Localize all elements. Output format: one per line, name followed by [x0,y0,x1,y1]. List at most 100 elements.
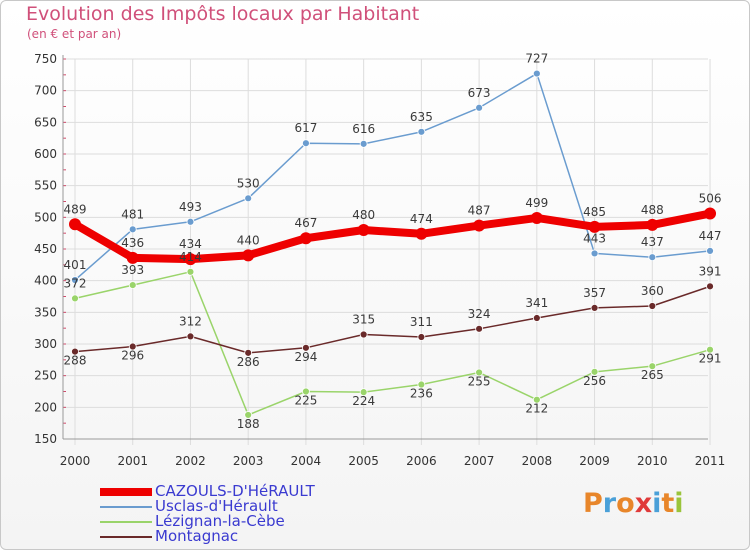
data-label: 489 [64,202,87,216]
x-tick-label: 2005 [348,454,379,468]
data-point [646,218,659,231]
chart-subtitle: (en € et par an) [27,27,122,41]
data-point [415,227,428,240]
y-tick-label: 400 [34,274,57,288]
y-tick-label: 450 [34,242,57,256]
data-point [706,345,714,354]
data-point [532,69,541,78]
x-tick-label: 2009 [579,454,610,468]
legend-swatch [100,488,152,496]
data-point [126,251,139,264]
data-label: 212 [525,402,548,416]
data-label: 493 [179,200,202,214]
data-point [69,218,81,231]
x-tick-label: 2000 [60,454,91,468]
data-point [475,324,484,333]
data-point [417,127,426,136]
data-label: 324 [468,307,491,321]
y-tick-label: 750 [34,52,57,66]
data-point [244,348,253,357]
data-point [359,139,368,148]
data-point [532,395,541,404]
data-label: 488 [641,203,664,217]
y-tick-label: 650 [34,115,57,129]
chart-title: Evolution des Impôts locaux par Habitant [26,3,420,25]
data-point [184,253,197,266]
x-tick-label: 2001 [117,454,148,468]
data-label: 616 [352,122,375,136]
data-point [357,224,370,236]
data-point [71,294,79,303]
y-tick-label: 350 [34,305,57,319]
data-label: 341 [525,296,548,310]
data-point [590,303,599,312]
y-tick-label: 250 [34,369,57,383]
data-label: 481 [121,207,144,221]
proxiti-logo: Proxiti [583,488,684,519]
legend-label: Lézignan-la-Cèbe [155,512,285,530]
data-label: 487 [468,204,491,218]
data-point [532,314,541,322]
legend-swatch [100,506,152,508]
data-label: 188 [237,417,260,431]
data-label: 467 [294,216,317,230]
y-tick-label: 150 [34,432,57,446]
data-label: 236 [410,387,433,401]
data-point [706,246,714,255]
data-point [648,302,657,310]
data-label: 255 [468,375,491,389]
data-point [359,388,368,397]
data-label: 311 [410,315,433,329]
x-tick-label: 2006 [406,454,437,468]
legend-label: Usclas-d'Hérault [155,497,278,515]
x-tick-label: 2008 [522,454,553,468]
x-tick-label: 2002 [175,454,206,468]
legend-swatch [100,521,152,523]
data-point [706,282,714,291]
y-tick-label: 300 [34,337,57,351]
x-tick-label: 2010 [637,454,668,468]
data-label: 401 [64,258,87,272]
x-tick-label: 2007 [464,454,495,468]
data-point [417,380,426,389]
x-tick-label: 2004 [291,454,322,468]
series-line [74,72,711,281]
data-point [648,362,657,371]
data-label: 360 [641,284,664,298]
data-point [71,347,79,356]
data-point [242,249,255,262]
data-label: 447 [699,229,722,243]
data-label: 617 [294,121,317,135]
data-label: 530 [237,176,260,190]
data-point [475,368,484,377]
data-label: 480 [352,208,375,222]
data-point [302,387,310,396]
data-point [475,103,484,112]
series-line [74,271,711,416]
data-label: 727 [525,52,548,66]
data-point [128,225,137,234]
data-label: 673 [468,86,491,100]
data-point [244,411,253,419]
data-point [359,330,368,339]
y-tick-label: 700 [34,84,57,98]
data-label: 393 [121,263,144,277]
data-label: 286 [237,355,260,369]
y-tick-label: 200 [34,400,57,414]
data-label: 256 [583,374,606,388]
data-label: 391 [699,264,722,278]
data-point [530,211,543,224]
data-label: 265 [641,368,664,382]
data-label: 296 [121,349,144,363]
data-point [244,194,253,203]
data-point [128,342,137,351]
data-label: 294 [294,350,317,364]
y-tick-label: 600 [34,147,57,161]
data-label: 437 [641,235,664,249]
data-point [588,220,601,233]
data-label: 440 [237,233,260,247]
data-label: 434 [179,237,202,251]
legend-label: CAZOULS-D'HéRAULT [155,482,315,500]
series-line [71,209,715,264]
data-point [473,219,486,232]
